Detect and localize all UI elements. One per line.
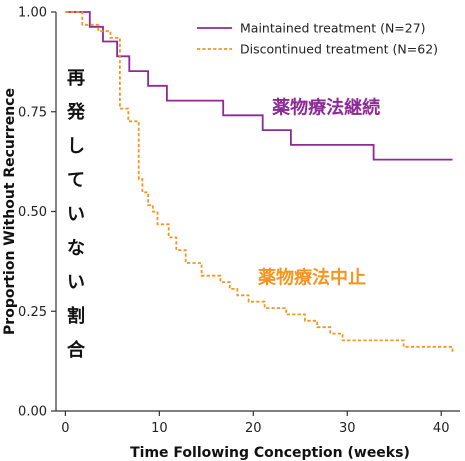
x-tick-label: 20 <box>245 421 262 436</box>
series-line-maintained <box>65 11 453 161</box>
x-tick-label: 30 <box>339 421 356 436</box>
y-tick-label: 0.25 <box>18 305 47 320</box>
y-tick-label: 0.75 <box>18 105 47 120</box>
side-label-char: 合 <box>67 339 86 361</box>
annotation-label: 薬物療法中止 <box>258 266 366 288</box>
side-label-char: い <box>67 204 85 225</box>
side-label-char: 再 <box>67 68 85 89</box>
series-lines <box>65 11 454 354</box>
side-label-char: 割 <box>67 305 85 327</box>
y-tick-label: 1.00 <box>18 6 47 21</box>
legend-label: Discontinued treatment (N=62) <box>240 42 438 57</box>
side-label-char: い <box>67 272 85 293</box>
axes <box>55 12 460 412</box>
y-axis-title: Proportion Without Recurrence <box>2 88 18 335</box>
series-line-discontinued <box>65 11 454 354</box>
x-tick-label: 0 <box>61 421 69 436</box>
legend-label: Maintained treatment (N=27) <box>240 21 426 36</box>
side-label-char: な <box>67 238 85 259</box>
side-label-char: 発 <box>66 101 86 123</box>
x-tick-label: 10 <box>151 421 168 436</box>
y-tick-label: 0.50 <box>18 205 47 220</box>
x-axis-title: Time Following Conception (weeks) <box>130 445 410 461</box>
side-label-char: し <box>67 136 85 157</box>
y-tick-label: 0.00 <box>18 405 47 420</box>
x-tick-label: 40 <box>433 421 450 436</box>
side-label-char: て <box>67 170 85 191</box>
legend: Maintained treatment (N=27) Discontinued … <box>197 21 438 57</box>
annotation-label: 薬物療法継続 <box>272 97 380 119</box>
tick-labels: 0.00 0.25 0.50 0.75 1.00 0 10 20 30 40 <box>18 6 449 437</box>
